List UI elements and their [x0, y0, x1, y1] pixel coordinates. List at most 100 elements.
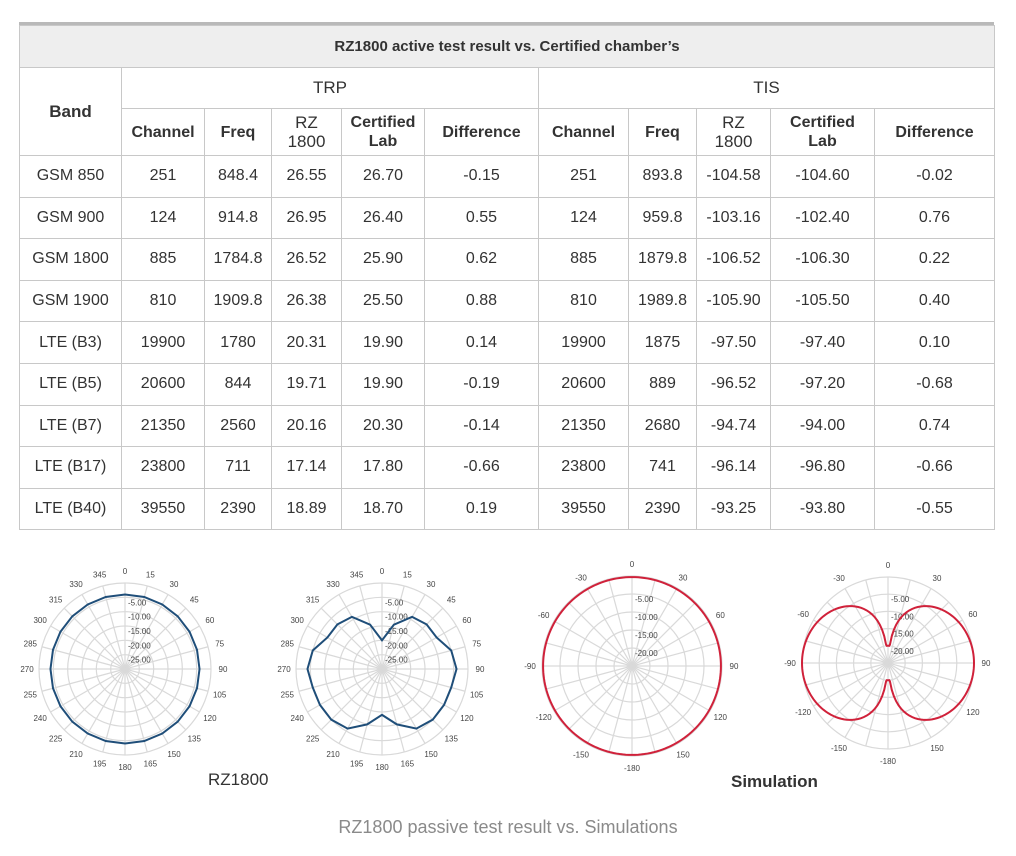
radial-tick-label: -5.00: [128, 598, 147, 607]
grid-spoke: [124, 668, 200, 713]
grid-spoke: [381, 668, 405, 753]
value-cell: 17.14: [271, 446, 342, 489]
angle-tick-label: 60: [462, 616, 471, 625]
value-cell: 844: [204, 362, 272, 406]
polar-chart-4: -5.00-10.00-15.00-20.000306090120150-180…: [784, 561, 991, 766]
angle-tick-label: 45: [447, 596, 456, 605]
angle-tick-label: 150: [930, 744, 944, 753]
angle-tick-label: 165: [144, 760, 158, 769]
table-row: LTE (B3) 19900 1780 20.31 19.90 0.14 19900 1875…: [19, 321, 995, 364]
sub-header-trp-2: RZ 1800: [271, 108, 342, 156]
grid-spoke: [381, 585, 405, 670]
value-cell: 885: [538, 238, 629, 281]
value-cell: 19.90: [341, 321, 425, 364]
angle-tick-label: 0: [886, 561, 891, 570]
angle-tick-label: 255: [24, 690, 38, 699]
grid-spoke: [63, 668, 126, 731]
angle-tick-label: 315: [306, 596, 320, 605]
radial-tick-label: -15.00: [891, 630, 914, 639]
value-cell: 19900: [538, 321, 629, 364]
angle-tick-label: 30: [170, 580, 179, 589]
value-cell: 810: [538, 279, 629, 323]
comparison-table-wrapper: RZ1800 active test result vs. Certified …: [19, 22, 995, 531]
grid-spoke: [381, 594, 426, 670]
value-cell: 1780: [204, 321, 272, 364]
grid-spoke: [124, 646, 209, 670]
value-cell: 885: [121, 238, 205, 281]
table-title: RZ1800 active test result vs. Certified …: [19, 25, 995, 68]
polar-chart-3: -5.00 -10.00 -15.00 -20.00 0 30 60 90 120 150 -180…: [524, 560, 739, 773]
angle-tick-label: 255: [281, 690, 295, 699]
angle-tick-label: 270: [277, 665, 291, 674]
value-cell: 2390: [628, 487, 697, 531]
polar-charts-area: -5.00 -10.00 -15.00 -20.00 -25.00 0 15 30 45 60 75…: [0, 550, 1016, 851]
value-cell: 959.8: [628, 196, 697, 240]
angle-tick-label: -120: [536, 713, 553, 722]
value-cell: 26.38: [271, 279, 342, 323]
table-row: LTE (B7) 21350 2560 20.16 20.30 -0.14 21350 268…: [19, 404, 995, 448]
value-cell: -106.30: [770, 238, 875, 281]
angle-tick-label: -60: [797, 610, 809, 619]
angle-tick-label: -30: [575, 574, 587, 583]
angle-tick-label: 195: [93, 760, 107, 769]
simulation-caption: Simulation: [731, 772, 818, 791]
value-cell: -93.25: [696, 487, 771, 531]
grid-spoke: [544, 642, 633, 667]
pattern-series-line: [49, 593, 201, 745]
angle-tick-label: 30: [679, 574, 688, 583]
value-cell: 0.74: [874, 404, 995, 448]
band-cell: LTE (B40): [19, 487, 122, 531]
grid-spoke: [631, 642, 720, 667]
sub-header-tis-2: RZ 1800: [696, 108, 771, 156]
radial-tick-label: -10.00: [128, 613, 151, 622]
grid-spoke: [887, 588, 932, 664]
grid-spoke: [381, 625, 457, 670]
value-cell: 23800: [121, 446, 205, 489]
value-cell: 25.50: [341, 279, 425, 323]
value-cell: 19900: [121, 321, 205, 364]
grid-spoke: [826, 601, 889, 664]
angle-tick-label: 240: [290, 714, 304, 723]
band-cell: LTE (B7): [19, 404, 122, 448]
value-cell: 19.71: [271, 362, 342, 406]
grid-spoke: [381, 668, 426, 744]
value-cell: 19.90: [341, 362, 425, 406]
grid-spoke: [102, 585, 126, 670]
angle-tick-label: -150: [831, 744, 848, 753]
grid-spoke: [631, 665, 678, 745]
value-cell: -0.15: [424, 155, 539, 198]
value-cell: 2560: [204, 404, 272, 448]
measured-caption: RZ1800: [208, 770, 269, 789]
grid-spoke: [81, 668, 126, 744]
value-cell: -0.66: [424, 446, 539, 489]
angle-tick-label: 330: [326, 580, 340, 589]
grid-spoke: [41, 668, 126, 692]
angle-tick-label: 210: [326, 750, 340, 759]
angle-tick-label: 30: [427, 580, 436, 589]
value-cell: -97.50: [696, 321, 771, 364]
grid-spoke: [50, 625, 126, 670]
value-cell: -104.60: [770, 155, 875, 198]
angle-tick-label: 45: [190, 596, 199, 605]
grid-spoke: [844, 588, 889, 664]
angle-tick-label: 105: [470, 690, 484, 699]
value-cell: 20600: [121, 362, 205, 406]
radial-tick-label: -10.00: [385, 613, 408, 622]
value-cell: 0.40: [874, 279, 995, 323]
grid-spoke: [338, 594, 383, 670]
angle-tick-label: -30: [833, 574, 845, 583]
table-row: GSM 1900 810 1909.8 26.38 25.50 0.88 810 1989.8…: [19, 279, 995, 323]
grid-spoke: [887, 640, 972, 664]
angle-tick-label: 15: [146, 570, 155, 579]
grid-spoke: [567, 601, 633, 667]
radial-tick-label: -20.00: [635, 649, 658, 658]
radial-tick-label: -25.00: [385, 656, 408, 665]
sub-header-trp-0: Channel: [121, 108, 205, 156]
angle-tick-label: 225: [306, 734, 320, 743]
table-top-bar: [19, 22, 994, 25]
value-cell: 26.95: [271, 196, 342, 240]
pattern-series-line: [800, 605, 976, 721]
grid-spoke: [307, 625, 383, 670]
band-cell: GSM 1800: [19, 238, 122, 281]
value-cell: -96.80: [770, 446, 875, 489]
